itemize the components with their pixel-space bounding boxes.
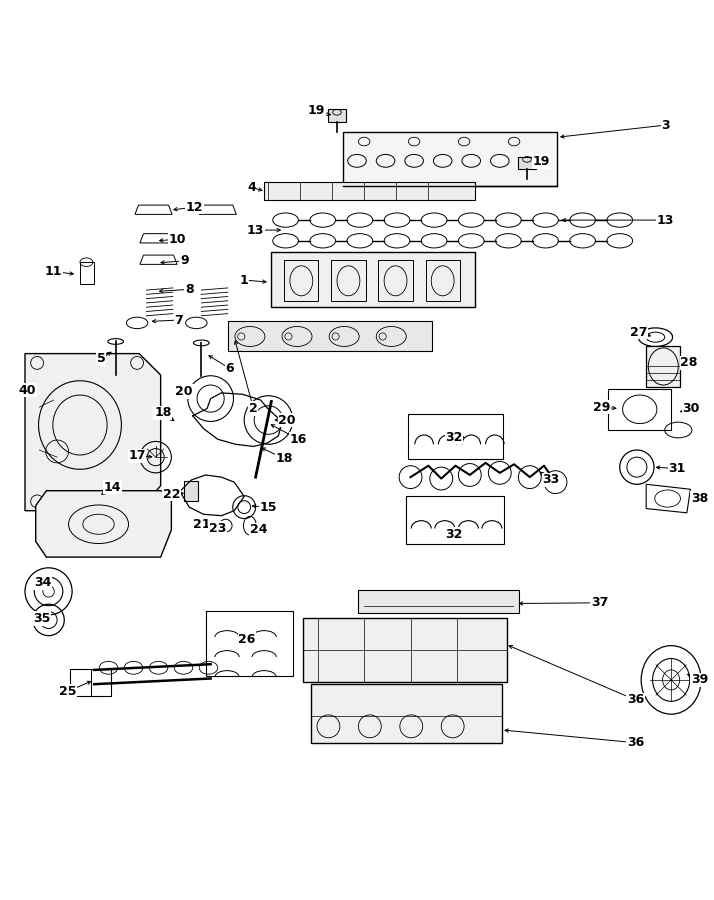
Bar [228,321,432,352]
Text: 18: 18 [276,452,293,465]
Text: 40: 40 [19,383,36,397]
Text: 28: 28 [680,356,698,369]
Text: 5: 5 [97,352,106,365]
Text: 1: 1 [240,274,248,286]
Text: 3: 3 [661,119,670,131]
Text: 22: 22 [163,488,180,500]
Text: 8: 8 [185,283,193,296]
Text: 19: 19 [308,104,325,117]
Bar [378,260,413,302]
Bar [608,389,671,430]
Text: 23: 23 [209,522,226,535]
Text: 12: 12 [186,201,203,213]
Bar [70,670,111,697]
Text: 9: 9 [180,255,188,267]
Bar [271,251,475,307]
Text: 18: 18 [154,407,171,419]
Text: 16: 16 [290,433,307,446]
Bar [206,610,293,676]
Text: 26: 26 [238,633,256,645]
Text: 19: 19 [533,155,550,168]
Bar [426,260,460,302]
Text: 15: 15 [260,500,277,514]
Text: 30: 30 [683,402,700,415]
Text: 32: 32 [446,430,463,444]
Bar [408,414,503,459]
Text: 35: 35 [33,612,50,625]
Text: 38: 38 [691,492,708,505]
Text: 25: 25 [59,685,76,698]
Bar [646,346,680,387]
Bar [518,157,536,169]
Bar [358,590,519,613]
Text: 6: 6 [226,362,234,375]
Text: 21: 21 [193,518,210,531]
Text: 33: 33 [543,473,560,487]
Text: 10: 10 [169,233,186,246]
Text: 11: 11 [45,265,62,278]
Text: 7: 7 [174,313,183,327]
Text: 36: 36 [627,693,644,706]
Text: 17: 17 [129,449,146,463]
Bar [184,482,198,501]
Text: 39: 39 [691,673,708,687]
Text: 37: 37 [591,597,608,609]
Text: 29: 29 [593,400,610,414]
Bar [264,182,475,200]
Polygon shape [36,491,171,557]
Bar [284,260,318,302]
Text: 4: 4 [247,181,256,194]
Bar [303,617,507,682]
Text: 13: 13 [657,213,674,227]
Text: 32: 32 [446,527,463,541]
Text: 31: 31 [668,462,685,475]
Bar [311,684,502,742]
Text: 34: 34 [34,576,51,590]
Polygon shape [25,354,161,510]
Text: 24: 24 [250,524,267,536]
Text: 20: 20 [278,413,296,427]
Bar [328,110,346,122]
Text: 36: 36 [627,736,644,749]
Text: 2: 2 [249,402,258,415]
Text: 27: 27 [630,326,648,338]
Bar [80,262,94,284]
Text: 13: 13 [247,223,264,237]
Text: 14: 14 [104,481,121,493]
Text: 20: 20 [176,385,193,398]
Bar [343,132,557,185]
Bar [406,496,504,544]
Bar [331,260,366,302]
